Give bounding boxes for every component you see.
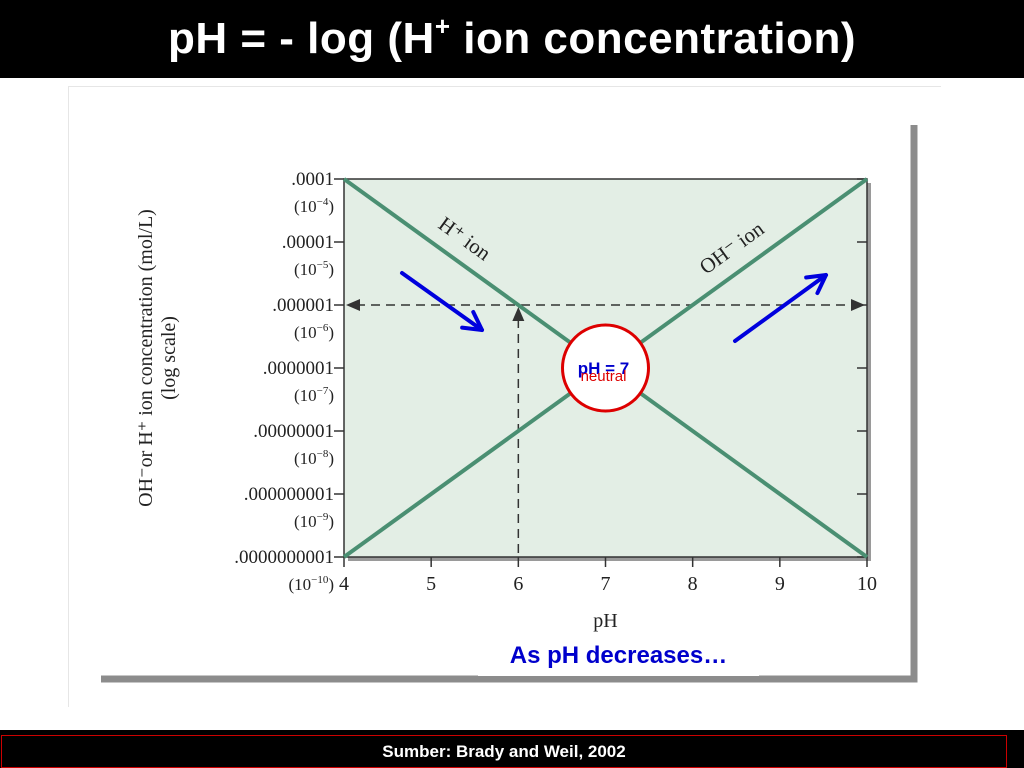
x-tick-label-5: 9 [775,573,785,595]
y-tick-power-5: (10−9) [294,511,334,531]
neutral-label: neutral [581,368,627,385]
slide-title-superscript: + [434,11,451,41]
y-tick-power-2: (10−6) [294,322,334,342]
y-tick-label-4: .00000001 [253,421,334,442]
slide-title: pH = - log (H+ ion concentration) [0,0,1024,78]
y-tick-power-base-6: (10 [288,575,311,594]
y-tick-power-exp-3: −7 [317,385,329,397]
y-tick-power-3: (10−7) [294,385,334,405]
y-tick-power-close-1: ) [328,260,334,279]
x-tick-label-0: 4 [339,573,349,595]
y-tick-power-close-0: ) [328,197,334,216]
y-tick-power-exp-1: −5 [317,259,329,271]
y-tick-power-base-1: (10 [294,260,317,279]
source-citation: Sumber: Brady and Weil, 2002 [1,735,1007,768]
y-tick-power-4: (10−8) [294,448,334,468]
figure-panel: .0001 (10−4) .00001 (10−5) .000001 (10−6) .000… [68,86,941,707]
y-tick-power-base-4: (10 [294,449,317,468]
y-tick-power-1: (10−5) [294,259,334,279]
y-tick-power-base-2: (10 [294,323,317,342]
y-tick-label-5: .000000001 [244,484,334,505]
y-tick-label-2: .000001 [272,295,334,316]
neutral-ph-label: pH = 7 [578,359,630,378]
y-tick-power-6: (10−10) [288,574,334,594]
y-tick-label-1: .00001 [282,232,334,253]
trend-arrow-up-head [804,273,828,296]
y-tick-power-exp-2: −6 [317,322,329,334]
y-tick-power-0: (10−4) [294,196,334,216]
y-tick-power-base-0: (10 [294,197,317,216]
reference-arrowhead-right [851,299,865,311]
y-tick-power-close-4: ) [328,449,334,468]
x-tick-label-1: 5 [426,573,436,595]
reference-arrowhead-up [512,307,525,321]
trend-arrow-up [733,273,828,343]
neutral-circle [561,323,650,413]
x-axis-label: pH [593,610,617,632]
y-tick-power-close-2: ) [328,323,334,342]
x-tick-label-3: 7 [601,573,611,595]
caption-text: As pH decreases… [478,636,759,676]
x-tick-label-6: 10 [857,573,877,595]
ph-concentration-chart: .0001(10−4).00001(10−5).000001(10−6).000… [101,125,918,683]
reference-arrowhead-left [346,299,360,311]
trend-arrow-down [400,271,484,332]
y-tick-label-3: .0000001 [263,358,334,379]
y-tick-power-exp-6: −10 [311,574,329,586]
y-tick-power-exp-5: −9 [317,511,329,523]
y-tick-power-close-5: ) [328,512,334,531]
y-tick-power-exp-4: −8 [317,448,329,460]
slide-title-rest: ion concentration) [450,14,856,63]
y-tick-label-6: .0000000001 [234,547,334,568]
y-tick-power-base-5: (10 [294,512,317,531]
y-tick-power-base-3: (10 [294,386,317,405]
y-tick-label-0: .0001 [291,169,334,190]
y-axis-label: OH⁻or H⁺ ion concentration (mol/L) [135,209,157,507]
x-tick-label-4: 8 [688,573,698,595]
y-axis-label-sub: (log scale) [158,316,180,400]
slide-title-main: pH = - log (H [168,14,435,63]
y-tick-power-close-6: ) [328,575,334,594]
x-tick-label-2: 6 [513,573,523,595]
figure-shadow [101,125,918,683]
trend-arrow-down-head [460,310,484,332]
y-tick-power-exp-0: −4 [317,196,329,208]
y-tick-power-close-3: ) [328,386,334,405]
